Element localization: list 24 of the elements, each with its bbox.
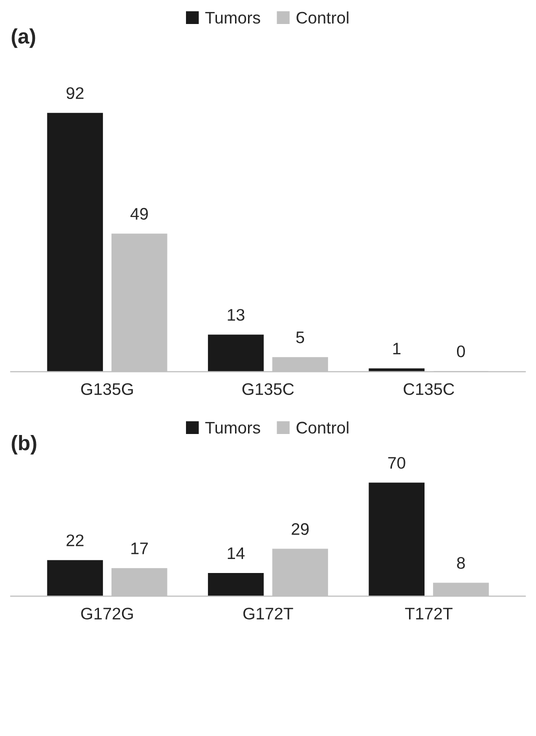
data-label: 13	[228, 308, 244, 321]
data-label: 1	[393, 342, 400, 354]
data-label: 0	[456, 345, 465, 358]
data-label: 92	[66, 87, 84, 100]
data-label: 22	[66, 534, 84, 546]
data-label: 14	[228, 548, 245, 559]
x-tick-label: C135C	[404, 383, 454, 396]
x-tick-label: G135C	[242, 383, 294, 396]
legend-label: Tumors	[205, 12, 260, 24]
data-label: 70	[388, 456, 406, 469]
legend-label: Tumors	[205, 422, 260, 434]
x-tick-label: G172T	[243, 608, 294, 620]
legend-label: Control	[296, 11, 348, 24]
data-label: 5	[296, 332, 304, 344]
data-label: 17	[131, 542, 148, 554]
x-tick-label: G172G	[81, 608, 133, 620]
chart-title: (b)	[12, 435, 36, 454]
data-label: 29	[292, 523, 309, 535]
data-label: 49	[130, 208, 148, 220]
legend-label: Control	[296, 421, 348, 434]
data-label: 8	[457, 557, 465, 569]
x-tick-label: G135G	[81, 383, 133, 396]
x-tick-label: T172T	[405, 608, 453, 620]
chart-title: (a)	[12, 28, 36, 48]
